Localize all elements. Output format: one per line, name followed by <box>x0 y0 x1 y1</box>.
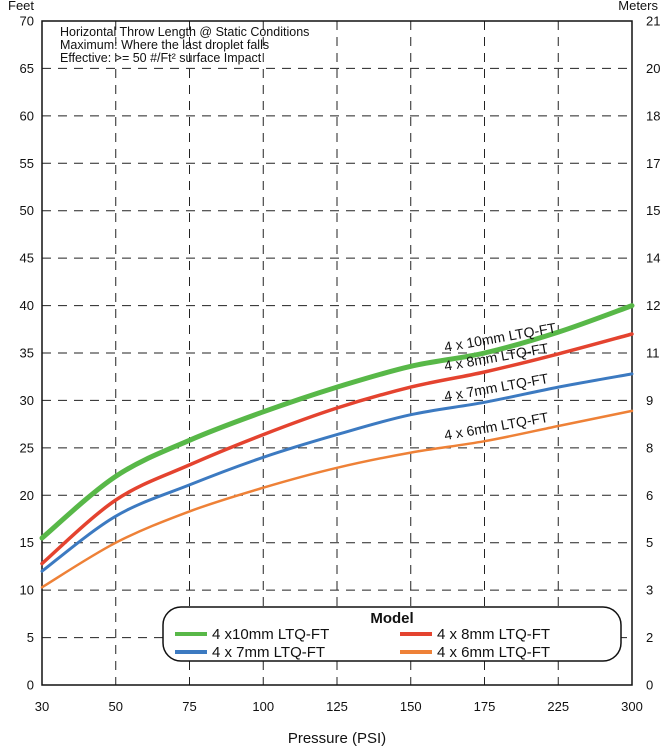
legend-label-1: 4 x10mm LTQ-FT <box>212 626 329 643</box>
y-tick-label: 15 <box>20 535 34 550</box>
y-tick-label: 70 <box>20 14 34 29</box>
x-tick-label: 30 <box>35 699 49 714</box>
y2-tick-label: 5 <box>646 535 653 550</box>
y-tick-label: 5 <box>27 630 34 645</box>
y-tick-label: 50 <box>20 203 34 218</box>
legend-box <box>162 606 622 662</box>
series-line-1 <box>39 303 635 541</box>
legend: Model 4 x10mm LTQ-FT 4 x 8mm LTQ-FT 4 x 7mm… <box>162 606 622 662</box>
y2-tick-label: 17 <box>646 156 660 171</box>
y2-tick-label: 3 <box>646 583 653 598</box>
legend-label-2: 4 x 8mm LTQ-FT <box>437 626 550 643</box>
legend-label-3: 4 x 7mm LTQ-FT <box>212 644 325 661</box>
y-tick-label: 0 <box>27 678 34 693</box>
chart-note: Effective: >= 50 #/Ft² surface Impact <box>60 51 262 65</box>
y2-tick-label: 11 <box>646 346 660 361</box>
series-line-4 <box>40 409 634 589</box>
x-axis-title: Pressure (PSI) <box>288 730 386 747</box>
y-tick-label: 30 <box>20 393 34 408</box>
chart-note: Horizontal Throw Length @ Static Conditi… <box>60 25 309 39</box>
y2-tick-label: 14 <box>646 251 660 266</box>
legend-label-4: 4 x 6mm LTQ-FT <box>437 644 550 661</box>
y-tick-label: 40 <box>20 298 34 313</box>
curve-labels: 4 x 10mm LTQ-FT4 x 8mm LTQ-FT4 x 7mm LTQ… <box>443 319 558 443</box>
y2-tick-label: 0 <box>646 678 653 693</box>
grid <box>42 21 632 685</box>
x-tick-label: 125 <box>326 699 348 714</box>
y-tick-label: 25 <box>20 440 34 455</box>
y2-tick-label: 18 <box>646 108 660 123</box>
y2-axis-title: Meters <box>618 0 658 13</box>
legend-title: Model <box>370 610 413 627</box>
y-tick-label: 20 <box>20 488 34 503</box>
x-tick-label: 100 <box>252 699 274 714</box>
axes: 0510152025303540455055606570023568911121… <box>8 0 660 747</box>
series-line-3 <box>40 372 634 573</box>
y-tick-label: 45 <box>20 251 34 266</box>
chart-notes: Horizontal Throw Length @ Static Conditi… <box>60 25 309 65</box>
x-tick-label: 75 <box>182 699 196 714</box>
y2-tick-label: 2 <box>646 630 653 645</box>
x-tick-label: 50 <box>109 699 123 714</box>
y2-tick-label: 9 <box>646 393 653 408</box>
chart-note: Maximum: Where the last droplet falls <box>60 38 269 52</box>
x-tick-label: 300 <box>621 699 643 714</box>
plot-frame <box>41 20 633 686</box>
y2-tick-label: 21 <box>646 14 660 29</box>
x-tick-label: 150 <box>400 699 422 714</box>
y2-tick-label: 12 <box>646 298 660 313</box>
y-tick-label: 35 <box>20 346 34 361</box>
y2-tick-label: 8 <box>646 440 653 455</box>
y-axis-title: Feet <box>8 0 34 13</box>
y-tick-label: 60 <box>20 108 34 123</box>
y2-tick-label: 6 <box>646 488 653 503</box>
series <box>39 303 635 589</box>
y-tick-label: 10 <box>20 583 34 598</box>
y-tick-label: 65 <box>20 61 34 76</box>
x-tick-label: 225 <box>547 699 569 714</box>
x-tick-label: 175 <box>474 699 496 714</box>
y-tick-label: 55 <box>20 156 34 171</box>
series-line-2 <box>40 332 634 566</box>
y2-tick-label: 15 <box>646 203 660 218</box>
y2-tick-label: 20 <box>646 61 660 76</box>
